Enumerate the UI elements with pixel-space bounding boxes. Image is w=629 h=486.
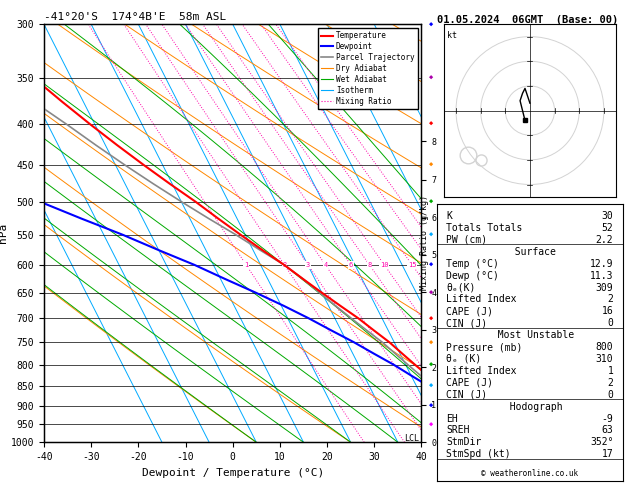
Text: ◆: ◆ (429, 21, 433, 27)
Text: 3: 3 (306, 262, 310, 268)
Text: 2: 2 (608, 378, 613, 388)
Y-axis label: km
ASL: km ASL (439, 225, 460, 242)
Text: 30: 30 (602, 211, 613, 221)
Text: 8: 8 (367, 262, 372, 268)
Text: Most Unstable: Most Unstable (486, 330, 574, 340)
Text: ◆: ◆ (429, 121, 433, 127)
Text: StmDir: StmDir (447, 437, 482, 448)
Text: CIN (J): CIN (J) (447, 390, 487, 399)
Text: ◆: ◆ (429, 262, 433, 268)
Text: 11.3: 11.3 (590, 271, 613, 280)
Text: ◆: ◆ (429, 403, 433, 409)
Text: 0: 0 (608, 318, 613, 328)
Text: 16: 16 (602, 306, 613, 316)
Text: StmSpd (kt): StmSpd (kt) (447, 449, 511, 459)
Y-axis label: hPa: hPa (0, 223, 8, 243)
Text: kt: kt (447, 31, 457, 40)
Text: ◆: ◆ (429, 421, 433, 428)
Text: 0: 0 (608, 390, 613, 399)
Text: LCL: LCL (404, 434, 419, 443)
Text: 52: 52 (602, 223, 613, 233)
Text: Temp (°C): Temp (°C) (447, 259, 499, 269)
Text: θₑ (K): θₑ (K) (447, 354, 482, 364)
Text: ◆: ◆ (429, 290, 433, 295)
Text: 800: 800 (596, 342, 613, 352)
Text: 4: 4 (323, 262, 328, 268)
Text: © weatheronline.co.uk: © weatheronline.co.uk (481, 469, 579, 478)
Text: 15: 15 (408, 262, 416, 268)
Text: ◆: ◆ (429, 339, 433, 346)
Legend: Temperature, Dewpoint, Parcel Trajectory, Dry Adiabat, Wet Adiabat, Isotherm, Mi: Temperature, Dewpoint, Parcel Trajectory… (318, 28, 418, 109)
Text: ◆: ◆ (429, 199, 433, 205)
Text: Hodograph: Hodograph (498, 401, 562, 412)
Text: -9: -9 (602, 414, 613, 423)
Text: 2: 2 (608, 295, 613, 304)
Text: Surface: Surface (503, 247, 557, 257)
Text: EH: EH (447, 414, 458, 423)
Text: ◆: ◆ (429, 315, 433, 321)
Text: 1: 1 (244, 262, 248, 268)
Text: Totals Totals: Totals Totals (447, 223, 523, 233)
Text: ◆: ◆ (429, 383, 433, 389)
Text: Pressure (mb): Pressure (mb) (447, 342, 523, 352)
Text: 1: 1 (608, 366, 613, 376)
Text: 310: 310 (596, 354, 613, 364)
Text: SREH: SREH (447, 425, 470, 435)
Text: ◆: ◆ (429, 232, 433, 238)
Text: 63: 63 (602, 425, 613, 435)
Text: Lifted Index: Lifted Index (447, 366, 517, 376)
Text: 01.05.2024  06GMT  (Base: 00): 01.05.2024 06GMT (Base: 00) (437, 15, 618, 25)
Text: Mixing Ratio (g/kg): Mixing Ratio (g/kg) (420, 195, 429, 291)
Text: Dewp (°C): Dewp (°C) (447, 271, 499, 280)
Text: ◆: ◆ (429, 75, 433, 81)
Text: 10: 10 (380, 262, 389, 268)
Text: CIN (J): CIN (J) (447, 318, 487, 328)
Text: 17: 17 (602, 449, 613, 459)
Text: 2.2: 2.2 (596, 235, 613, 245)
Text: ◆: ◆ (429, 162, 433, 168)
Text: θₑ(K): θₑ(K) (447, 282, 476, 293)
Text: PW (cm): PW (cm) (447, 235, 487, 245)
Text: 309: 309 (596, 282, 613, 293)
X-axis label: Dewpoint / Temperature (°C): Dewpoint / Temperature (°C) (142, 468, 324, 478)
Text: 6: 6 (348, 262, 353, 268)
Text: Lifted Index: Lifted Index (447, 295, 517, 304)
Text: 12.9: 12.9 (590, 259, 613, 269)
Text: CAPE (J): CAPE (J) (447, 378, 493, 388)
Text: ◆: ◆ (429, 362, 433, 368)
Text: 2: 2 (282, 262, 287, 268)
Text: -41°20'S  174°4B'E  58m ASL: -41°20'S 174°4B'E 58m ASL (44, 12, 226, 22)
Text: CAPE (J): CAPE (J) (447, 306, 493, 316)
Text: K: K (447, 211, 452, 221)
Text: 352°: 352° (590, 437, 613, 448)
